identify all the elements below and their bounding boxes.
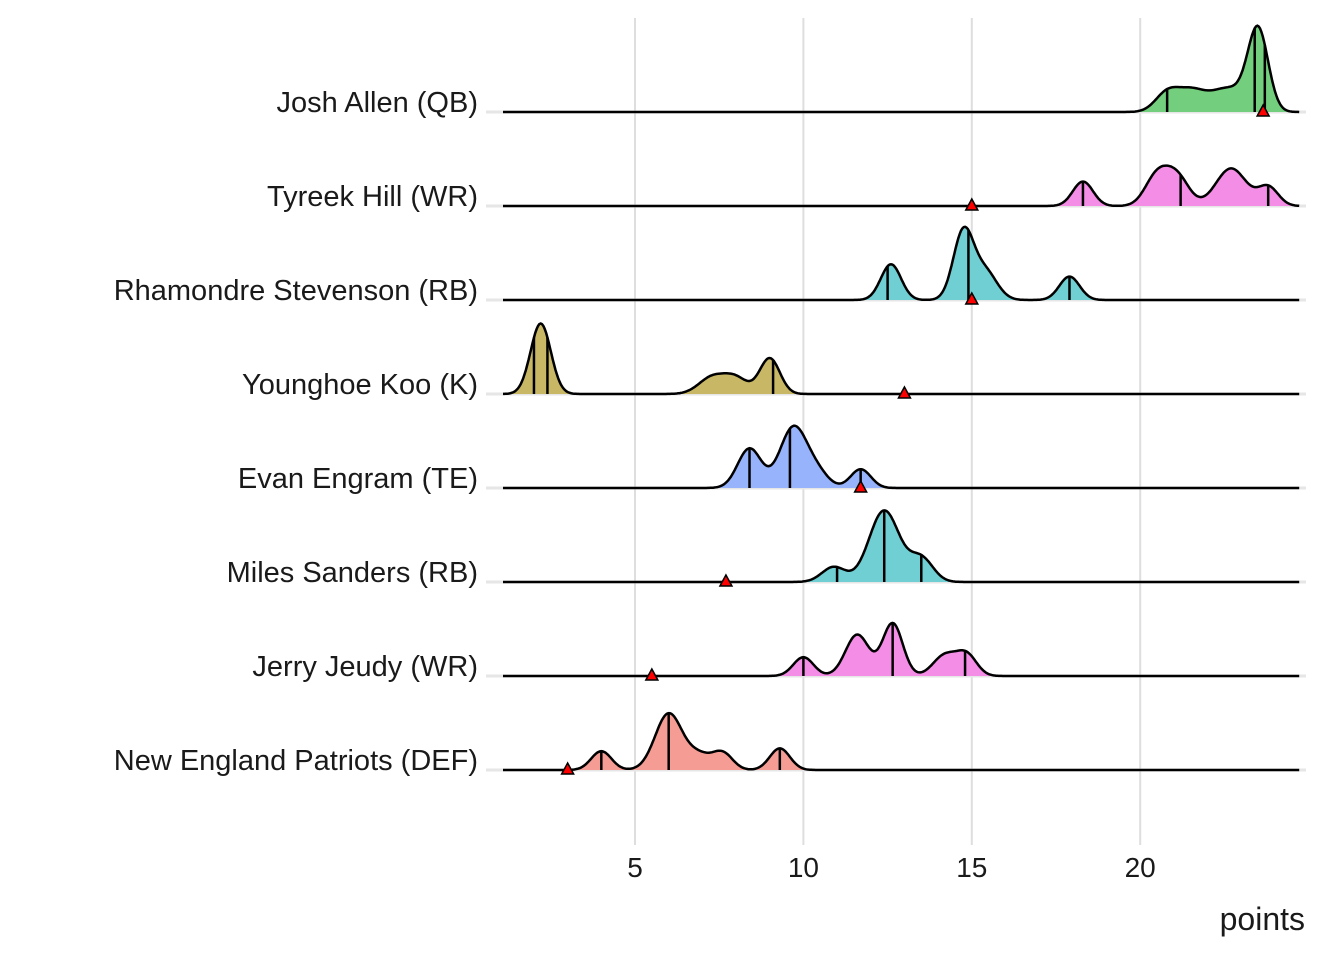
density-curve [503, 509, 1300, 584]
density-fill [862, 226, 1096, 300]
marker-triangle [897, 385, 912, 399]
density-fill [777, 622, 994, 676]
density-fill [1056, 165, 1294, 206]
density-curve [503, 424, 1300, 490]
ridge-2 [503, 225, 1300, 305]
ridge-7 [503, 711, 1300, 775]
x-axis-ticks: 5 10 15 20 [627, 852, 1156, 883]
y-label: Josh Allen (QB) [277, 87, 478, 119]
ridge-4 [503, 424, 1300, 493]
density-fill [715, 425, 887, 488]
x-tick-label: 10 [788, 852, 819, 883]
density-fill [804, 510, 953, 582]
density-curve [503, 322, 1300, 396]
x-tick-label: 20 [1125, 852, 1156, 883]
y-label: Evan Engram (TE) [238, 463, 478, 495]
density-curve [503, 621, 1300, 678]
x-tick-label: 5 [627, 852, 643, 883]
y-label: Jerry Jeudy (WR) [252, 651, 478, 683]
density-curve [503, 711, 1300, 772]
marker-triangle [560, 761, 575, 775]
y-label: Younghoe Koo (K) [242, 369, 478, 401]
density-curve [503, 24, 1300, 114]
marker-triangle [718, 573, 734, 587]
y-axis-labels: Josh Allen (QB) Tyreek Hill (WR) Rhamondre… [114, 87, 478, 777]
marker-triangle [964, 291, 980, 305]
ridge-6 [503, 621, 1300, 681]
ridge-1 [503, 164, 1300, 211]
density-fill [509, 323, 799, 394]
ridge-5 [503, 509, 1300, 587]
marker-triangle [853, 479, 868, 493]
ridge-3 [503, 322, 1300, 399]
density-fill [1137, 25, 1290, 113]
marker-triangle [964, 197, 980, 211]
ridge-0 [503, 24, 1300, 117]
density-curve [503, 164, 1300, 208]
y-label: Rhamondre Stevenson (RB) [114, 275, 478, 307]
y-label: Tyreek Hill (WR) [267, 181, 478, 213]
ridges [503, 24, 1300, 775]
grid-lines [486, 18, 1306, 845]
x-tick-label: 15 [956, 852, 987, 883]
x-axis-label: points [1220, 901, 1305, 937]
marker-triangle [644, 667, 660, 681]
marker-triangle [1255, 103, 1271, 117]
y-label: Miles Sanders (RB) [227, 557, 478, 589]
density-fill [575, 713, 807, 770]
y-label: New England Patriots (DEF) [114, 745, 478, 777]
density-curve [503, 225, 1300, 302]
